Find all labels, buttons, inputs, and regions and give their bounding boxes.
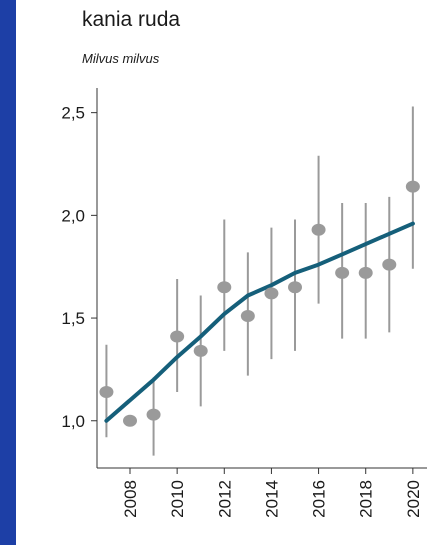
y-tick-label: 1,5 — [61, 309, 85, 328]
data-point — [382, 258, 397, 271]
chart-title: kania ruda — [82, 8, 181, 31]
x-tick-label: 2020 — [404, 480, 423, 518]
data-point — [288, 281, 302, 294]
x-tick-label: 2010 — [168, 480, 187, 518]
x-tick-label: 2014 — [262, 480, 281, 518]
x-tick-label: 2012 — [215, 480, 234, 518]
data-point — [311, 223, 326, 236]
data-point — [217, 281, 232, 294]
data-point — [335, 266, 350, 279]
data-points — [99, 180, 420, 427]
y-tick-label: 2,5 — [61, 104, 85, 123]
trend-line-group — [104, 221, 415, 423]
data-point — [358, 266, 373, 279]
x-axis-ticks: 2008 2010 2012 2014 2016 2018 2020 — [121, 468, 423, 518]
data-point — [146, 408, 161, 421]
data-point — [123, 414, 137, 427]
y-tick-label: 1,0 — [61, 412, 85, 431]
data-point — [99, 386, 114, 398]
data-point — [264, 287, 279, 300]
x-tick-label: 2008 — [121, 480, 140, 518]
axes — [96, 88, 427, 469]
data-point — [170, 330, 185, 343]
chart-subtitle: Milvus milvus — [82, 51, 160, 66]
data-point — [193, 344, 208, 357]
error-bars — [105, 106, 414, 456]
y-tick-label: 2,0 — [61, 206, 85, 225]
data-point — [405, 180, 420, 193]
data-point — [240, 310, 255, 322]
trend-line — [104, 221, 415, 423]
x-tick-label: 2016 — [310, 480, 329, 518]
x-tick-label: 2018 — [357, 480, 376, 518]
y-axis-ticks: 1,0 1,5 2,0 2,5 — [61, 104, 97, 431]
